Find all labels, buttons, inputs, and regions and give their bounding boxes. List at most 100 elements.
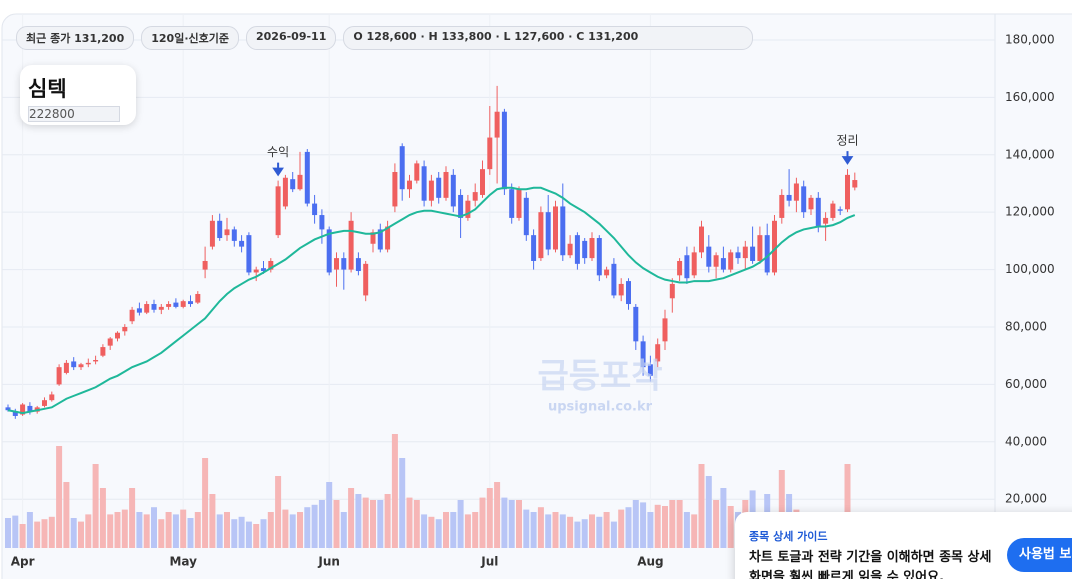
candle-body bbox=[188, 301, 193, 305]
candle-body bbox=[465, 200, 471, 218]
candle-body bbox=[633, 306, 639, 342]
candle-body bbox=[122, 326, 128, 332]
candle-body bbox=[27, 405, 33, 412]
candle-body bbox=[304, 151, 310, 204]
volume-bar bbox=[384, 494, 391, 548]
candle-body bbox=[494, 111, 500, 138]
candle-body bbox=[385, 226, 391, 250]
candle-body bbox=[217, 220, 223, 239]
candle-body bbox=[618, 283, 624, 296]
candle-body bbox=[647, 364, 653, 376]
volume-bar bbox=[304, 507, 311, 548]
candle-body bbox=[85, 362, 91, 365]
volume-bar bbox=[370, 500, 376, 548]
volume-bar bbox=[647, 512, 654, 548]
candle-body bbox=[407, 180, 412, 190]
candle-body bbox=[173, 302, 179, 307]
volume-bar bbox=[172, 514, 179, 548]
candle-body bbox=[334, 258, 339, 270]
chip[interactable]: 120일·신호기준 bbox=[141, 26, 239, 50]
volume-bar bbox=[421, 514, 428, 548]
volume-bar bbox=[589, 514, 595, 548]
x-tick-label: Apr bbox=[11, 555, 35, 569]
candle-body bbox=[808, 197, 814, 210]
volume-bar bbox=[676, 500, 683, 548]
candle-body bbox=[421, 166, 427, 201]
volume-bar bbox=[537, 507, 544, 548]
candle-body bbox=[144, 304, 150, 313]
candle-body bbox=[487, 137, 493, 170]
volume-bar bbox=[26, 512, 33, 548]
volume-bar bbox=[48, 516, 55, 548]
candle-body bbox=[545, 212, 551, 250]
volume-bar bbox=[428, 516, 435, 548]
volume-bar bbox=[523, 509, 530, 548]
volume-bar bbox=[450, 512, 457, 548]
y-tick-label: 120,000 bbox=[1005, 205, 1055, 219]
guide-text: 화면을 훨씬 빠르게 읽을 수 있어요. bbox=[749, 570, 945, 579]
candle-body bbox=[209, 220, 215, 247]
candle-body bbox=[589, 238, 595, 259]
candle-body bbox=[574, 235, 580, 264]
guide-title: 종목 상세 가이드 bbox=[749, 530, 828, 543]
candle-body bbox=[604, 269, 610, 276]
volume-bar bbox=[574, 521, 581, 548]
guide-button[interactable]: 사용법 보기 bbox=[1007, 538, 1072, 572]
volume-bar bbox=[194, 512, 201, 548]
candle-body bbox=[480, 169, 485, 195]
candle-body bbox=[823, 217, 829, 224]
volume-bar bbox=[545, 514, 552, 548]
candle-body bbox=[129, 309, 135, 322]
volume-bar bbox=[151, 507, 157, 548]
candle-body bbox=[282, 177, 288, 207]
stock-card: 심텍 222800 bbox=[20, 65, 136, 125]
volume-bar bbox=[311, 504, 318, 548]
candle-body bbox=[501, 111, 507, 190]
volume-bar bbox=[143, 514, 150, 548]
candle-body bbox=[224, 229, 230, 236]
candle-body bbox=[326, 229, 332, 273]
candle-body bbox=[268, 260, 274, 270]
y-tick-label: 40,000 bbox=[1005, 434, 1047, 448]
candle-body bbox=[750, 246, 756, 261]
candle-body bbox=[275, 186, 281, 236]
candle-body bbox=[231, 229, 237, 241]
volume-bar bbox=[34, 521, 41, 548]
volume-bar bbox=[5, 518, 11, 548]
candle-body bbox=[290, 179, 296, 190]
volume-bar bbox=[348, 488, 355, 548]
volume-bar bbox=[202, 458, 209, 548]
candle-body bbox=[370, 232, 376, 244]
volume-bar bbox=[158, 519, 165, 548]
volume-bar bbox=[713, 500, 720, 548]
volume-bar bbox=[297, 512, 303, 548]
candle-body bbox=[151, 304, 157, 310]
volume-bar bbox=[355, 494, 362, 548]
candle-body bbox=[845, 174, 850, 210]
volume-bar bbox=[333, 500, 340, 548]
volume-bar bbox=[121, 509, 128, 548]
y-tick-label: 80,000 bbox=[1005, 319, 1047, 333]
volume-bar bbox=[78, 521, 84, 548]
candle-body bbox=[538, 212, 544, 259]
volume-bar bbox=[85, 514, 92, 548]
candle-body bbox=[655, 344, 661, 362]
candle-body bbox=[297, 174, 303, 190]
volume-bar bbox=[56, 446, 63, 548]
volume-bar bbox=[457, 500, 464, 548]
candle-body bbox=[815, 197, 821, 227]
candle-body bbox=[611, 263, 617, 296]
volume-bar bbox=[618, 509, 625, 548]
candle-body bbox=[355, 258, 361, 272]
candle-body bbox=[720, 258, 726, 270]
candle-body bbox=[772, 220, 777, 273]
candle-body bbox=[472, 192, 478, 201]
volume-bar bbox=[508, 500, 515, 548]
volume-bar bbox=[129, 488, 136, 548]
volume-bar bbox=[683, 512, 690, 548]
candle-body bbox=[56, 367, 62, 385]
x-tick-label: Jun bbox=[317, 555, 340, 569]
stock-name: 심텍 bbox=[28, 77, 67, 101]
